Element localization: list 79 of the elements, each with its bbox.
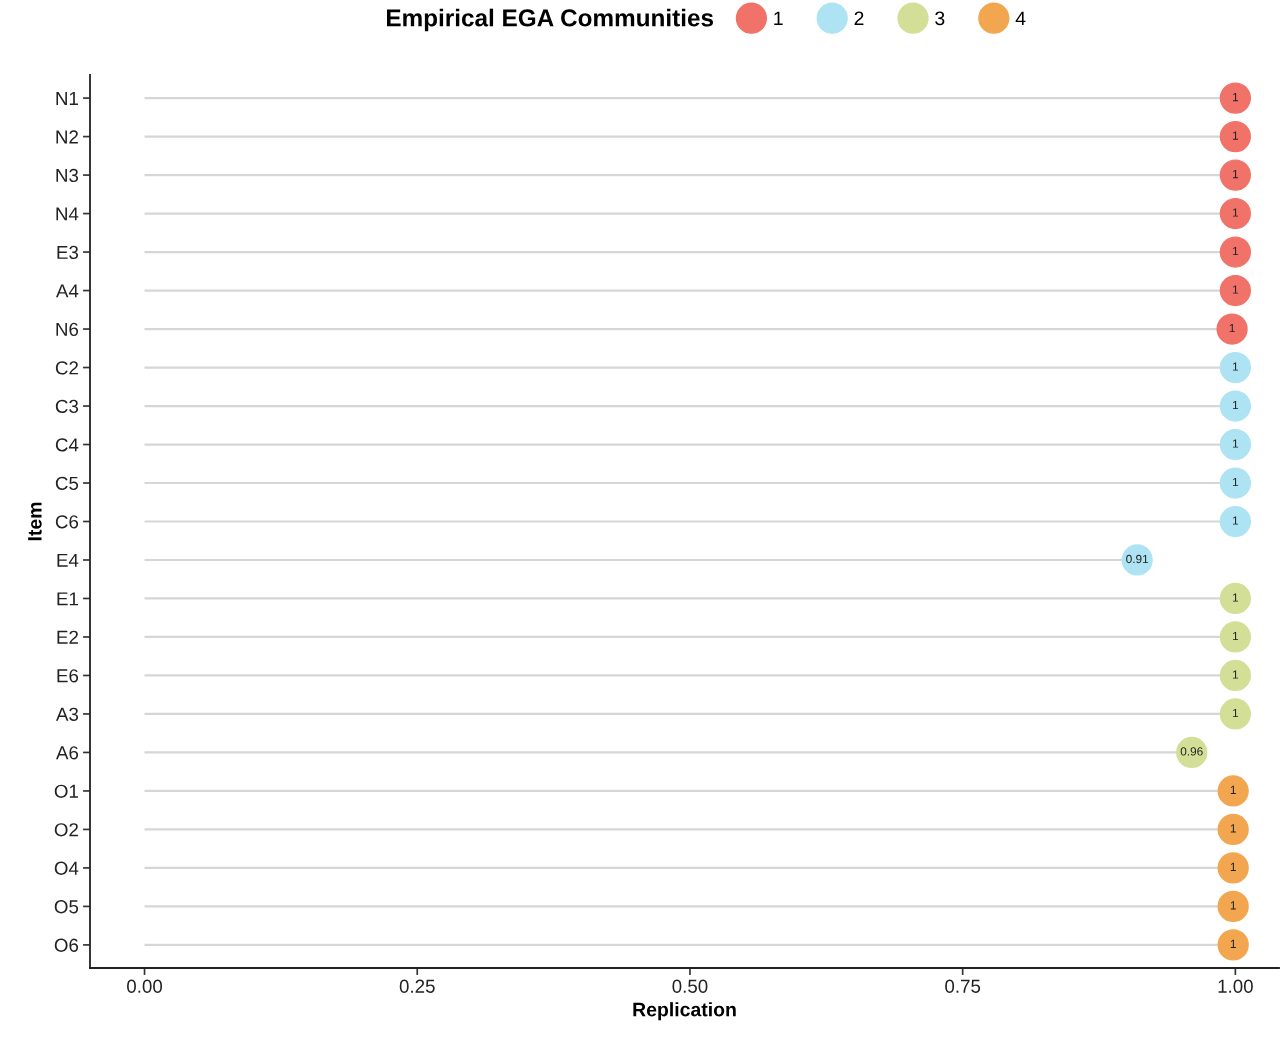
point [1217,929,1249,961]
point [1219,274,1251,307]
point [1217,890,1249,923]
x-tick-label: 1.00 [1218,979,1253,993]
point [1216,313,1248,345]
data-label: 1 [1230,862,1236,871]
point [1219,428,1251,461]
x-tick-label: 0.25 [399,979,435,993]
x-axis-title: Replication [633,1002,736,1021]
data-label: 1 [1232,93,1239,102]
y-tick-label: N6 [56,322,79,337]
y-tick-label: O6 [54,938,79,952]
y-tick-label: N2 [56,130,78,144]
point [1219,659,1251,692]
legend-label: 4 [1015,11,1026,26]
legend-label: 1 [774,11,783,26]
point [1217,775,1249,807]
point [1219,159,1251,191]
data-label: 1 [1232,131,1239,140]
y-tick-label: E6 [57,669,79,683]
data-label: 1 [1232,285,1239,294]
y-tick-label: E4 [57,553,79,567]
y-tick-label: C6 [55,515,79,529]
point [1219,197,1251,230]
data-label: 1 [1232,477,1239,487]
data-label: 1 [1230,901,1236,910]
data-label: 1 [1230,939,1236,948]
point [1219,351,1251,384]
y-tick-label: C5 [55,476,79,490]
y-tick-label: N3 [56,168,79,183]
x-tick-label: 0.75 [945,979,981,993]
legend-label: 2 [854,11,864,26]
point [1219,467,1251,499]
point [1217,852,1249,884]
data-label: 1 [1230,824,1236,833]
y-tick-label: O4 [54,861,79,875]
data-label: 1 [1232,170,1239,179]
data-label: 1 [1232,631,1239,641]
y-tick-label: C2 [55,361,78,375]
legend-title: Empirical EGA Communities [387,8,714,32]
data-label: 1 [1232,670,1239,679]
y-tick-label: E1 [57,592,78,606]
data-label: 1 [1232,246,1239,256]
point [1219,698,1251,730]
y-axis-title: Item [28,502,42,541]
legend-label: 3 [935,11,945,26]
y-tick-label: O2 [54,823,78,837]
y-tick-label: A6 [55,746,79,760]
data-label: 1 [1232,593,1239,602]
data-label: 1 [1232,439,1239,448]
data-label: 1 [1232,400,1239,410]
x-tick-label: 0.50 [672,979,708,993]
point [1219,582,1251,615]
y-tick-label: C4 [55,438,79,452]
point [1219,390,1251,422]
point [1219,236,1251,268]
data-label: 1 [1232,516,1239,525]
y-tick-label: O5 [54,900,79,914]
data-label: 1 [1230,785,1236,794]
data-label: 1 [1232,208,1239,217]
y-tick-label: A3 [55,707,79,721]
y-tick-label: C3 [55,399,79,413]
y-tick-label: E3 [57,245,79,260]
y-tick-label: N4 [56,207,79,221]
x-tick-label: 0.00 [127,979,163,993]
point [1217,813,1249,846]
point [1219,505,1251,538]
data-label: 0.96 [1180,747,1203,756]
point [1219,621,1251,653]
y-tick-label: O1 [54,784,78,798]
y-tick-label: A4 [55,284,79,298]
data-label: 1 [1229,323,1235,333]
data-label: 1 [1232,708,1239,718]
point [1219,82,1251,114]
data-label: 0.91 [1126,554,1149,564]
data-label: 1 [1232,362,1239,371]
point [1219,120,1251,153]
y-tick-label: E2 [57,630,78,644]
y-tick-label: N1 [56,91,78,105]
